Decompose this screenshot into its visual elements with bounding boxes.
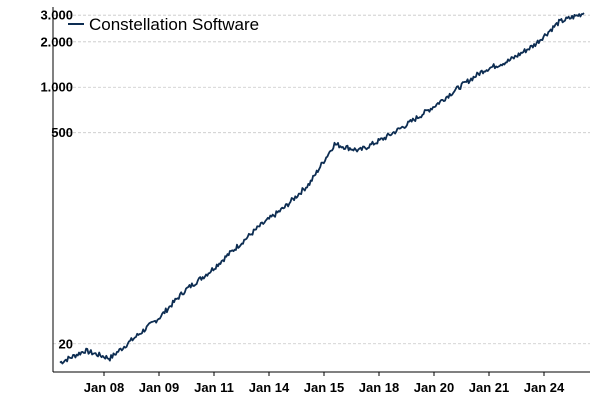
legend: Constellation Software bbox=[68, 15, 259, 34]
x-tick-label: Jan 20 bbox=[414, 380, 454, 395]
x-tick-label: Jan 18 bbox=[359, 380, 399, 395]
x-tick-label: Jan 21 bbox=[469, 380, 509, 395]
x-tick-label: Jan 11 bbox=[194, 380, 234, 395]
series-lines bbox=[59, 12, 585, 365]
y-tick-label: 1.000 bbox=[40, 80, 73, 95]
y-tick-label: 3.000 bbox=[40, 8, 73, 23]
x-tick-label: Jan 24 bbox=[524, 380, 565, 395]
y-axis-ticks: 20 500 1.000 2.000 3.000 bbox=[40, 8, 73, 352]
x-tick-label: Jan 14 bbox=[249, 380, 290, 395]
axes bbox=[52, 7, 590, 373]
grid-lines bbox=[53, 14, 590, 345]
x-axis-ticks: Jan 08 Jan 09 Jan 11 Jan 14 Jan 15 Jan 18 Jan … bbox=[84, 372, 565, 395]
y-tick-label: 500 bbox=[51, 125, 73, 140]
series-line-constellation-software bbox=[59, 12, 585, 365]
y-tick-label: 2.000 bbox=[40, 34, 73, 49]
x-tick-label: Jan 08 bbox=[84, 380, 124, 395]
x-tick-label: Jan 09 bbox=[139, 380, 179, 395]
y-tick-label: 20 bbox=[59, 336, 73, 351]
legend-label: Constellation Software bbox=[89, 15, 259, 34]
x-tick-label: Jan 15 bbox=[304, 380, 344, 395]
